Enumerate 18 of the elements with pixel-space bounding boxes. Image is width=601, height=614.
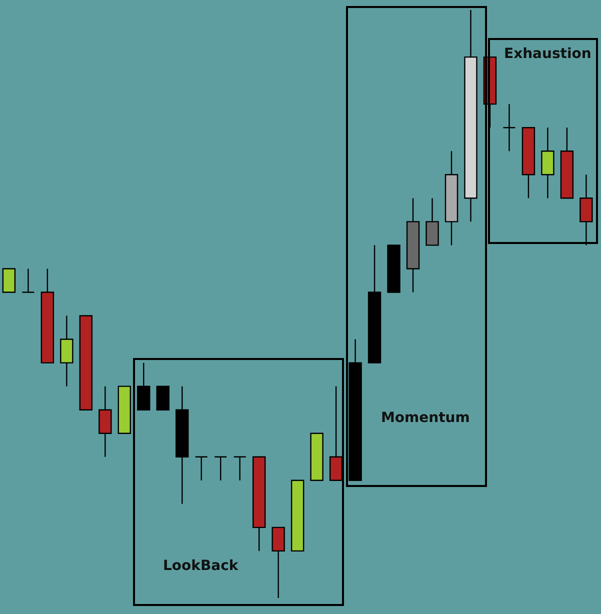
candlestick (60, 315, 74, 387)
candlestick (502, 103, 516, 152)
candlestick (156, 386, 170, 410)
annotation: Exhaustion (504, 46, 592, 62)
candlestick (233, 456, 246, 481)
candlestick (541, 127, 554, 199)
candlestick (2, 268, 16, 293)
candlestick (137, 362, 150, 410)
candlestick (194, 456, 208, 481)
candlestick (98, 386, 112, 458)
annotation: LookBack (163, 558, 238, 574)
candlestick (272, 526, 285, 599)
candlestick (426, 198, 439, 246)
candlestick (580, 174, 593, 246)
candlestick (214, 456, 228, 481)
annotation: Momentum (381, 410, 470, 426)
candlestick (329, 386, 343, 481)
candlestick (22, 268, 35, 293)
